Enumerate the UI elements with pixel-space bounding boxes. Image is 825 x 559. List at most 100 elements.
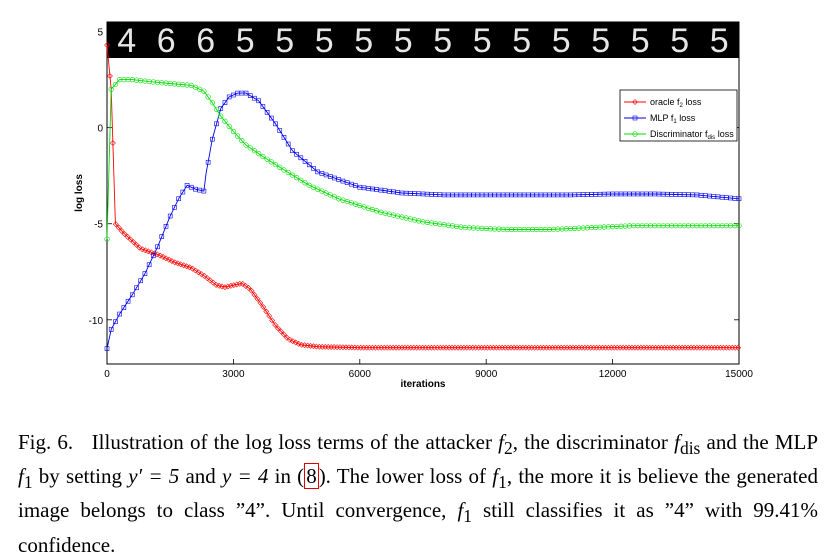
data-point [233, 281, 240, 288]
data-point [315, 186, 321, 192]
data-point [578, 344, 585, 351]
data-point [551, 226, 557, 232]
data-point [632, 344, 638, 351]
data-point [256, 98, 261, 104]
data-point [327, 192, 333, 198]
data-point [210, 136, 215, 142]
data-point [363, 344, 370, 351]
data-point [631, 223, 637, 229]
data-point [266, 313, 273, 319]
data-point [602, 344, 609, 351]
data-point [534, 226, 540, 233]
y-tick-label: -5 [94, 220, 103, 231]
data-point [180, 82, 186, 88]
data-point [454, 223, 460, 230]
data-point [593, 344, 600, 351]
data-point [236, 280, 243, 287]
data-point [528, 344, 535, 351]
data-point [180, 262, 187, 269]
data-point [643, 344, 650, 351]
data-point [176, 196, 181, 202]
data-point [529, 226, 536, 233]
legend-label: Discriminator fdis loss [650, 129, 734, 141]
data-point [479, 225, 485, 231]
data-point [587, 344, 594, 351]
data-point [163, 224, 169, 229]
data-point [723, 344, 730, 351]
data-point [699, 344, 706, 351]
caption-math-f: f [492, 464, 499, 489]
x-tick-label: 3000 [222, 369, 245, 380]
data-point [381, 344, 388, 351]
caption-text: and [179, 464, 222, 489]
data-point [160, 254, 166, 260]
series-2 [104, 77, 742, 242]
data-point [351, 344, 358, 351]
data-point [260, 153, 266, 160]
data-point [294, 151, 299, 157]
data-point [534, 344, 541, 351]
data-point [310, 184, 317, 190]
data-point [573, 344, 579, 351]
data-point [652, 223, 658, 229]
data-point [247, 93, 253, 98]
caption-fig-label: Fig. 6. [18, 430, 74, 454]
data-point [440, 344, 447, 351]
digit-image-11: 5 [552, 22, 571, 60]
data-point [543, 344, 550, 351]
data-point [275, 325, 281, 332]
data-point [664, 223, 670, 229]
caption-text: in ( [268, 464, 305, 489]
caption-math-f: f [674, 430, 680, 454]
data-point [446, 344, 453, 351]
data-point [504, 226, 510, 233]
data-point [289, 172, 295, 178]
data-point [558, 344, 565, 351]
digit-image-7: 5 [394, 22, 413, 60]
data-point [264, 110, 270, 115]
data-point [580, 225, 586, 231]
data-point [521, 226, 527, 233]
data-point [688, 344, 694, 351]
data-point [393, 344, 399, 351]
series-layer [104, 42, 742, 351]
data-point [696, 344, 703, 351]
data-point [222, 100, 228, 105]
data-point [311, 166, 316, 171]
data-point [142, 247, 149, 254]
y-tick-label: 0 [97, 124, 103, 135]
data-point [285, 141, 291, 147]
data-point [499, 344, 506, 351]
data-point [230, 128, 236, 135]
data-point [677, 223, 683, 229]
data-point [298, 341, 305, 348]
digit-image-14: 5 [670, 22, 689, 60]
data-point [298, 177, 304, 183]
data-point [608, 344, 615, 351]
data-point [115, 224, 122, 231]
data-point [609, 224, 616, 230]
equation-reference-link[interactable]: 8 [304, 463, 319, 490]
data-point [163, 255, 169, 262]
data-point [736, 223, 742, 229]
data-point [129, 292, 135, 298]
data-point [576, 225, 582, 231]
data-point [294, 175, 300, 181]
legend-label: MLP f1 loss [650, 113, 696, 125]
data-point [205, 94, 211, 100]
digit-image-4: 5 [275, 22, 294, 60]
data-point [639, 223, 645, 229]
data-point [104, 346, 110, 351]
data-point [171, 259, 178, 266]
data-point [726, 344, 733, 351]
data-point [155, 244, 160, 250]
data-point [104, 42, 110, 48]
data-point [401, 344, 408, 351]
data-point [186, 264, 193, 271]
data-point [209, 100, 215, 106]
data-point [304, 342, 311, 349]
digit-image-3: 5 [236, 22, 255, 60]
data-point [142, 271, 148, 276]
data-point [172, 205, 177, 210]
data-point [564, 344, 571, 351]
